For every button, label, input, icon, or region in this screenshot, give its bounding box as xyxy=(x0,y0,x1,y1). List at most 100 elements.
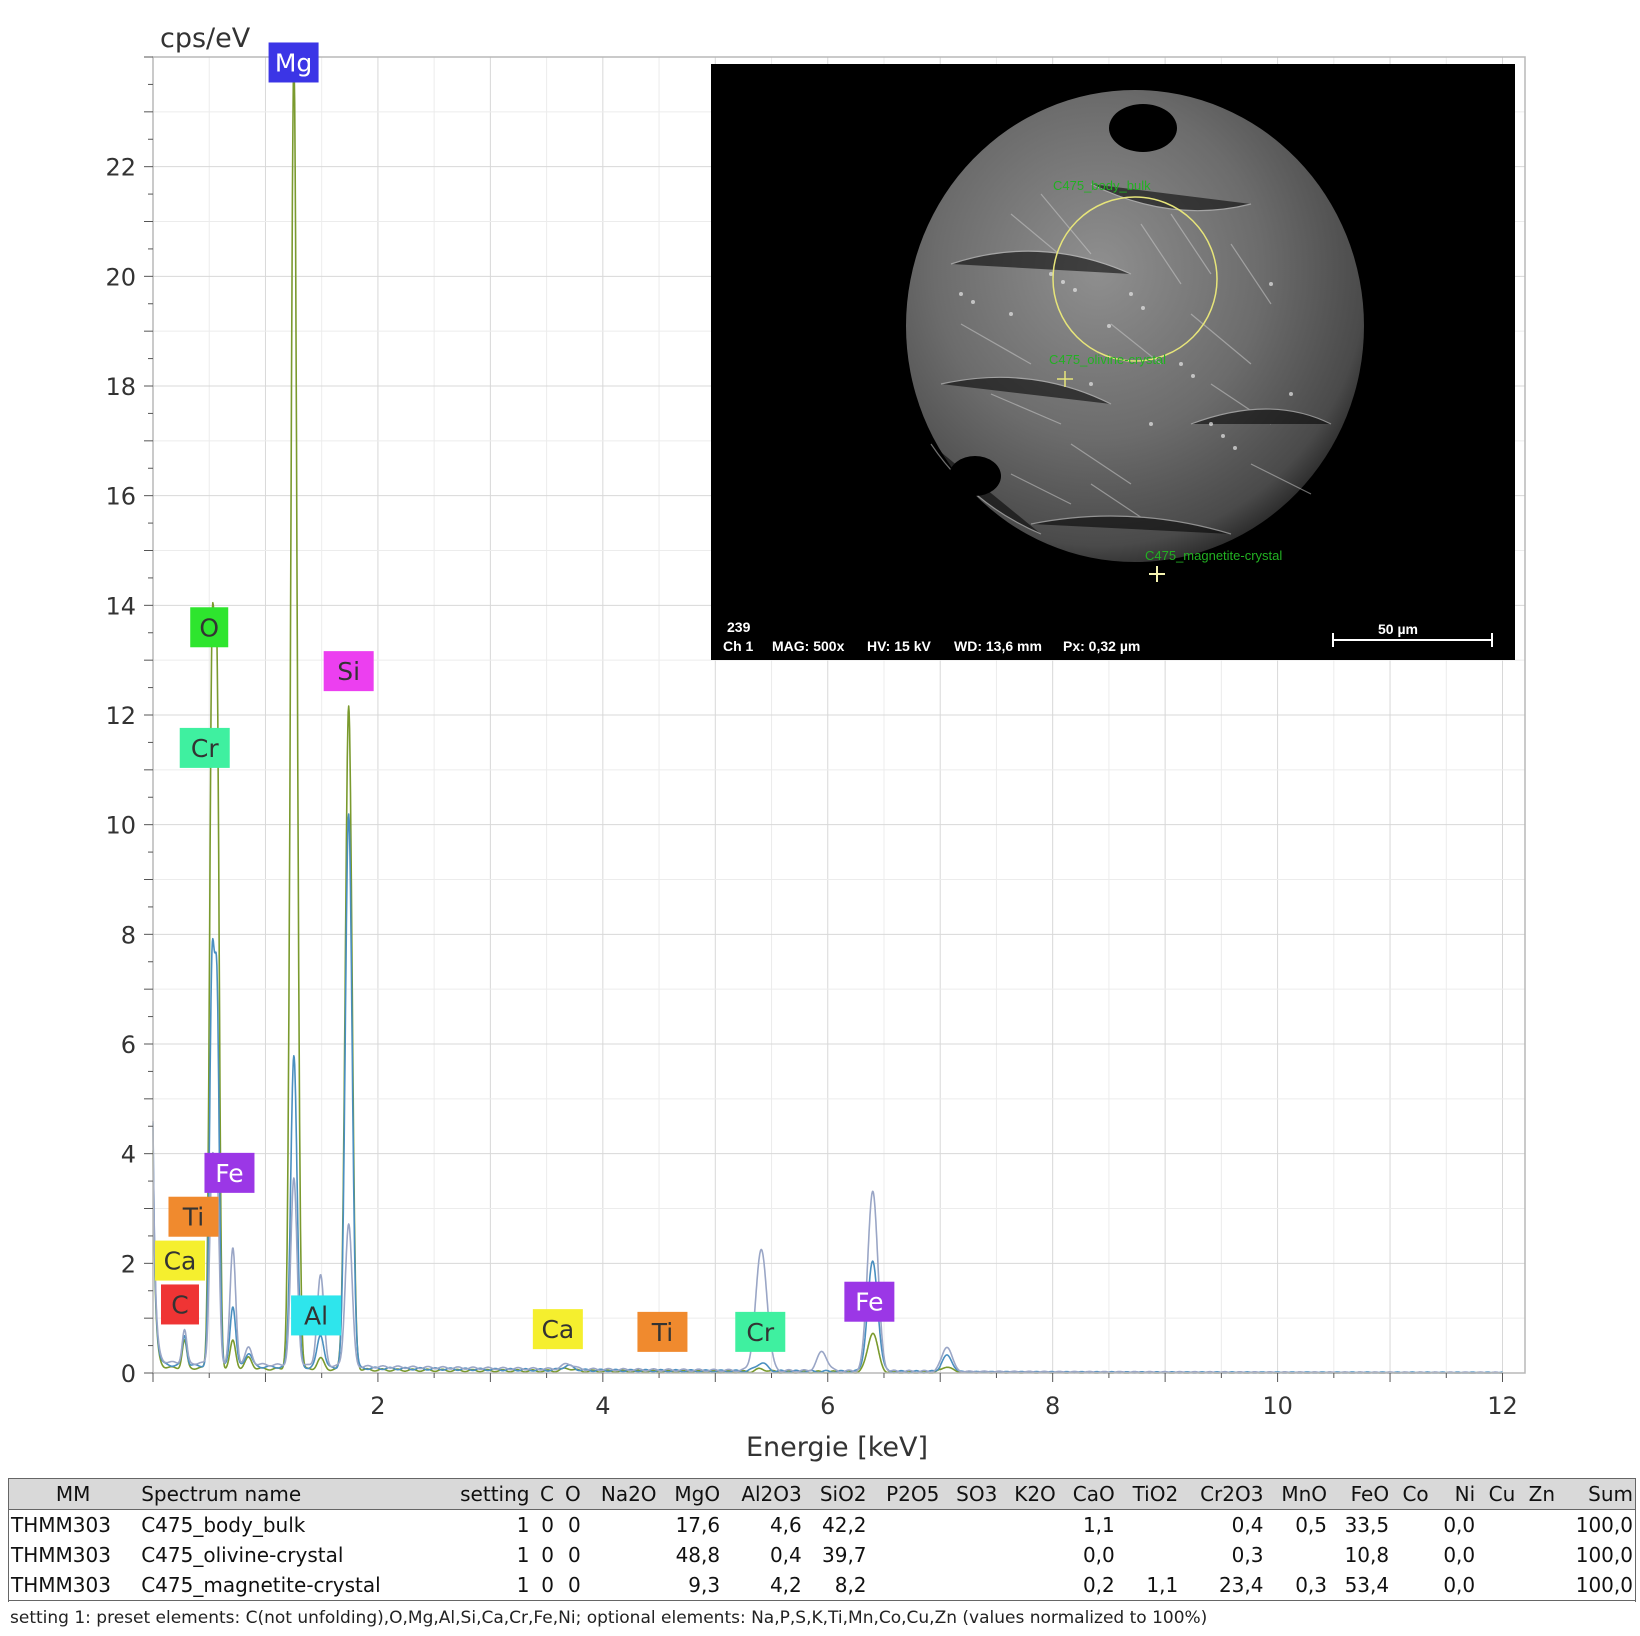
table-cell xyxy=(584,1510,660,1541)
element-label-cr: Cr xyxy=(179,727,230,768)
table-cell: 23,4 xyxy=(1181,1570,1267,1601)
spot-label-body-bulk: C475_body_bulk xyxy=(1053,178,1151,193)
column-header: Cu xyxy=(1478,1478,1519,1510)
table-cell: C475_body_bulk xyxy=(141,1513,306,1537)
column-header: Spectrum name xyxy=(138,1478,440,1510)
table-cell xyxy=(1000,1570,1059,1601)
spot-label-magnetite: C475_magnetite-crystal xyxy=(1145,548,1282,563)
element-label-box xyxy=(154,1240,205,1281)
element-label-box xyxy=(291,1295,342,1336)
sem-scale-bar-label: 50 µm xyxy=(1378,621,1418,637)
sem-magnification: MAG: 500x xyxy=(772,638,845,654)
column-header: O xyxy=(557,1478,584,1510)
table-cell xyxy=(1266,1540,1330,1570)
x-tick-label: 12 xyxy=(1487,1392,1518,1420)
y-tick-label: 14 xyxy=(105,592,136,620)
table-cell: 100,0 xyxy=(1575,1513,1633,1537)
element-label-box xyxy=(323,651,374,692)
table-cell: 0,0 xyxy=(1082,1543,1115,1567)
column-header: MgO xyxy=(659,1478,724,1510)
table-cell: 100,0 xyxy=(1575,1543,1633,1567)
sem-image-drawing: C475_body_bulk C475_olivine-crystal C475… xyxy=(723,90,1493,654)
column-header: CaO xyxy=(1058,1478,1118,1510)
table-cell: 42,2 xyxy=(822,1513,867,1537)
sem-working-distance: WD: 13,6 mm xyxy=(954,638,1042,654)
table-cell xyxy=(942,1510,1000,1541)
element-label-box xyxy=(160,1284,199,1325)
y-tick-label: 16 xyxy=(105,483,136,511)
sem-pixel-size: Px: 0,32 µm xyxy=(1063,638,1140,654)
table-row: THMM303 C475_olivine-crystal 1 0 0 48,8 0,4 39,… xyxy=(8,1540,1636,1570)
element-label-ti: Ti xyxy=(168,1196,219,1237)
sem-scale-bar xyxy=(1332,633,1493,647)
element-label-text: Fe xyxy=(855,1288,883,1317)
table-cell: 39,7 xyxy=(822,1543,867,1567)
element-label-al: Al xyxy=(291,1295,342,1336)
table-cell: 0 xyxy=(557,1570,584,1601)
column-header: setting xyxy=(439,1478,533,1510)
sem-image-number: 239 xyxy=(727,619,751,635)
spot-label-olivine: C475_olivine-crystal xyxy=(1049,352,1166,367)
spot-marker-olivine xyxy=(1057,371,1073,387)
table-cell xyxy=(870,1510,943,1541)
spot-marker-magnetite xyxy=(1149,566,1165,582)
table-cell: 9,3 xyxy=(659,1570,724,1601)
element-label-ca: Ca xyxy=(154,1240,205,1281)
table-cell: THMM303 xyxy=(11,1513,111,1537)
column-header: MM xyxy=(8,1478,139,1510)
crystal-speckles xyxy=(959,272,1293,450)
table-cell: 0 xyxy=(532,1570,558,1601)
element-label-text: Ca xyxy=(164,1247,197,1276)
table-cell: 0 xyxy=(568,1543,581,1567)
spot-body-bulk-circle xyxy=(1052,196,1218,362)
table-cell: 100,0 xyxy=(1558,1570,1636,1601)
y-tick-label: 10 xyxy=(105,812,136,840)
element-label-ca: Ca xyxy=(532,1309,583,1350)
table-cell: 1 xyxy=(516,1543,530,1567)
table-cell: C475_olivine-crystal xyxy=(141,1543,344,1567)
column-header: Al2O3 xyxy=(723,1478,805,1510)
element-label-box xyxy=(179,727,230,768)
column-header: Sum xyxy=(1558,1478,1636,1510)
table-cell: 0,0 xyxy=(1443,1543,1476,1567)
table-cell: 0,0 xyxy=(1431,1570,1479,1601)
element-label-text: Cr xyxy=(746,1318,774,1347)
element-label-text: Mg xyxy=(275,48,312,77)
table-cell: THMM303 xyxy=(11,1543,111,1567)
table-cell: 0 xyxy=(568,1513,581,1537)
table-cell: 0,4 xyxy=(769,1543,802,1567)
element-label-cr: Cr xyxy=(735,1311,786,1352)
table-cell: 0,3 xyxy=(1266,1570,1330,1601)
table-cell xyxy=(1478,1540,1518,1570)
table-cell: 1 xyxy=(439,1570,533,1601)
x-tick-label: 2 xyxy=(370,1392,385,1420)
table-cell: THMM303 xyxy=(8,1570,139,1601)
table-cell xyxy=(1392,1570,1432,1601)
column-header: P2O5 xyxy=(869,1478,943,1510)
table-cell xyxy=(1000,1540,1058,1570)
sem-micrograph: C475_body_bulk C475_olivine-crystal C475… xyxy=(711,64,1515,660)
table-cell: 0,2 xyxy=(1058,1570,1118,1601)
table-cell: 48,8 xyxy=(675,1543,721,1567)
table-cell: 10,8 xyxy=(1344,1543,1390,1567)
table-cell xyxy=(1518,1570,1559,1601)
column-header: SiO2 xyxy=(804,1478,870,1510)
column-header: MnO xyxy=(1266,1478,1330,1510)
table-cell xyxy=(1118,1540,1181,1570)
element-label-box xyxy=(168,1196,219,1237)
table-header-row: MM Spectrum name setting C O Na2O MgO Al2O3 SiO2… xyxy=(8,1478,1636,1510)
table-cell xyxy=(1392,1540,1432,1570)
table-cell: 0,0 xyxy=(1443,1513,1476,1537)
table-cell xyxy=(1118,1510,1181,1541)
column-header: Zn xyxy=(1518,1478,1559,1510)
element-label-box xyxy=(532,1309,583,1350)
element-label-text: Ca xyxy=(541,1315,574,1344)
y-tick-label: 2 xyxy=(121,1250,136,1278)
table-cell: 17,6 xyxy=(675,1513,721,1537)
dendrite-texture xyxy=(930,183,1332,535)
element-label-box xyxy=(735,1311,786,1352)
table-cell: 0,5 xyxy=(1295,1513,1327,1537)
column-header: C xyxy=(532,1478,558,1510)
vesicle-hole-left xyxy=(949,456,1001,496)
